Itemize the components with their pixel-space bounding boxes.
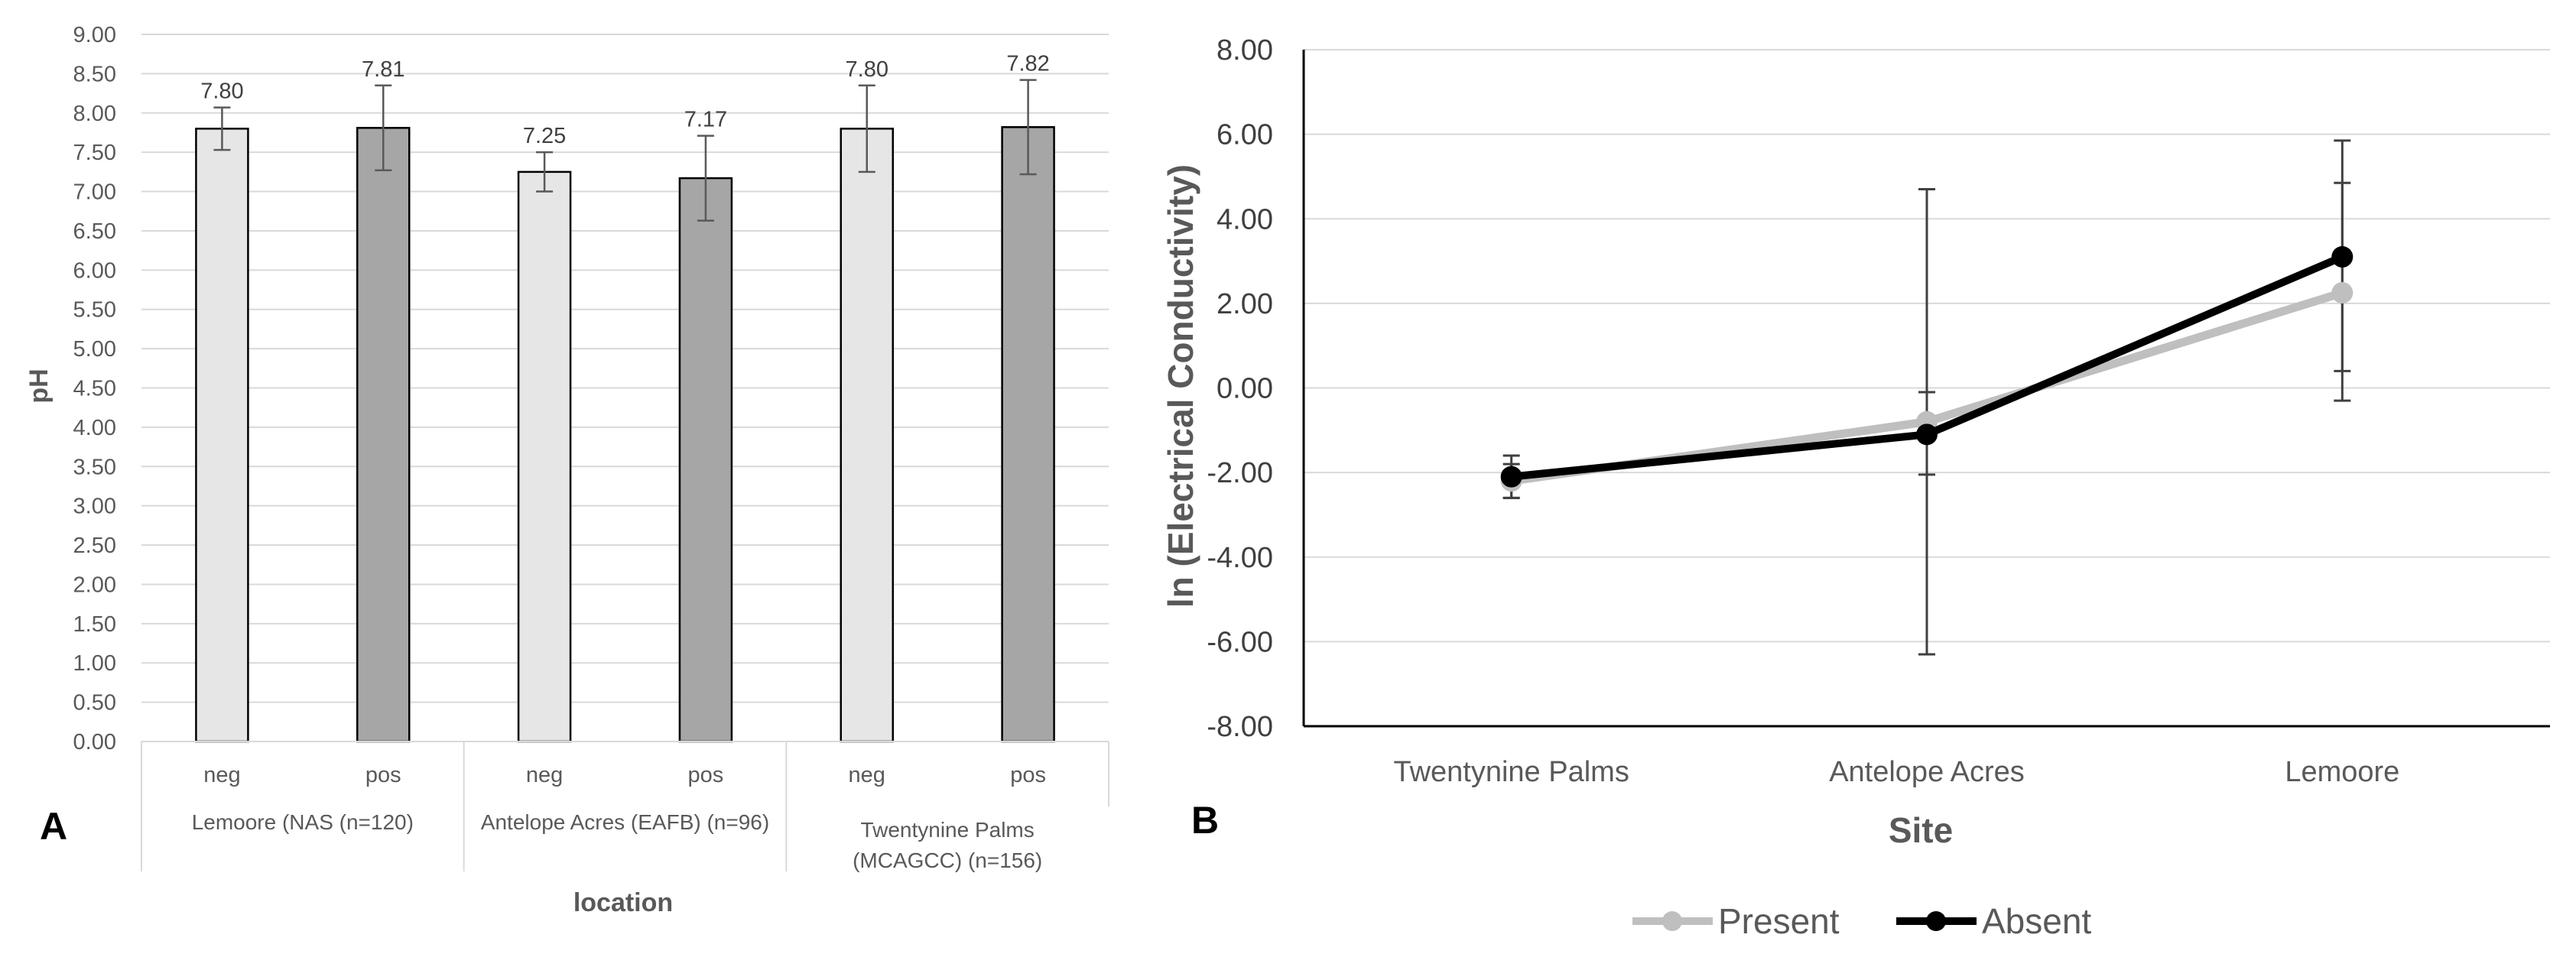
- x-category-label: pos: [688, 763, 724, 787]
- y-tick-label: 8.00: [73, 102, 116, 126]
- chart-b-y-tick-labels: -8.00 -6.00 -4.00 -2.00 0.00 2.00 4.00 6.00 8.00: [1207, 34, 1273, 743]
- y-tick-label: 0.00: [1217, 373, 1273, 405]
- legend-swatch-marker: [1926, 911, 1946, 931]
- y-tick-label: 4.00: [73, 416, 116, 440]
- y-tick-label: -8.00: [1207, 711, 1273, 743]
- legend-swatch-marker: [1662, 911, 1682, 931]
- panel-label-b: B: [1191, 799, 1219, 842]
- bar-pos: [1001, 126, 1055, 743]
- group-label: Antelope Acres (EAFB) (n=96): [481, 810, 769, 834]
- y-tick-label: 6.50: [73, 219, 116, 244]
- group-label: Lemoore (NAS (n=120): [192, 810, 414, 834]
- group-label: (MCAGCC) (n=156): [853, 849, 1042, 872]
- y-tick-label: 2.50: [73, 534, 116, 558]
- data-label: 7.80: [846, 57, 888, 82]
- x-category-label: pos: [365, 763, 401, 787]
- y-tick-label: 7.00: [73, 180, 116, 205]
- y-tick-label: 2.00: [73, 573, 116, 597]
- x-tick-label: Twentynine Palms: [1393, 756, 1629, 788]
- bar-neg: [195, 128, 249, 743]
- group-label: Twentynine Palms: [861, 818, 1035, 842]
- bar-pos: [678, 177, 733, 743]
- data-point-absent: [1500, 466, 1522, 488]
- y-tick-label: 9.00: [73, 23, 116, 47]
- y-tick-label: 8.50: [73, 62, 116, 86]
- chart-a-x-axis: neg pos neg pos neg pos Lemoore (NAS (n=120) An…: [141, 741, 1109, 872]
- data-label: 7.25: [523, 124, 566, 148]
- y-tick-label: 2.00: [1217, 288, 1273, 320]
- x-category-label: neg: [849, 763, 885, 787]
- y-tick-label: 3.50: [73, 455, 116, 479]
- chart-b-series: [1500, 246, 2353, 492]
- x-category-label: neg: [203, 763, 240, 787]
- bar-pos: [356, 127, 411, 743]
- chart-a-gridlines: [141, 34, 1109, 742]
- chart-a-data-labels: 7.80 7.81 7.25 7.17 7.80 7.82: [200, 52, 1050, 149]
- chart-a-bars: [195, 126, 1055, 743]
- y-tick-label: 3.00: [73, 495, 116, 519]
- y-tick-label: 6.00: [73, 258, 116, 283]
- y-tick-label: 4.00: [1217, 203, 1273, 235]
- data-point-absent: [1916, 423, 1938, 446]
- chart-b-y-axis-title: ln (Electrical Conductivity): [1161, 164, 1200, 608]
- data-label: 7.80: [200, 80, 243, 104]
- x-tick-label: Lemoore: [2285, 756, 2399, 788]
- chart-b-error-bars: [1502, 139, 2351, 656]
- data-point-present: [2331, 282, 2353, 304]
- y-tick-label: 7.50: [73, 141, 116, 165]
- y-tick-label: 8.00: [1217, 34, 1273, 67]
- chart-a-x-axis-title: location: [573, 888, 673, 917]
- data-label: 7.82: [1006, 52, 1049, 76]
- chart-b-legend: Present Absent: [1632, 901, 2091, 941]
- legend-label: Absent: [1982, 901, 2091, 941]
- data-label: 7.81: [362, 57, 404, 82]
- chart-a-y-axis-title: pH: [24, 368, 54, 403]
- panel-label-a: A: [40, 805, 67, 848]
- y-tick-label: 5.00: [73, 337, 116, 362]
- legend-label: Present: [1718, 901, 1840, 941]
- chart-a-ph-by-location: 0.00 0.50 1.00 1.50 2.00 2.50 3.00 3.50 4.00 4.50…: [24, 23, 1109, 917]
- y-tick-label: 0.50: [73, 691, 116, 716]
- y-tick-label: 6.00: [1217, 119, 1273, 151]
- y-tick-label: 4.50: [73, 377, 116, 401]
- x-category-label: pos: [1010, 763, 1046, 787]
- y-tick-label: -6.00: [1207, 626, 1273, 658]
- data-point-absent: [2331, 246, 2353, 268]
- data-label: 7.17: [684, 108, 727, 132]
- x-category-label: neg: [526, 763, 563, 787]
- y-tick-label: -4.00: [1207, 542, 1273, 574]
- y-tick-label: -2.00: [1207, 457, 1273, 489]
- bar-neg: [517, 170, 572, 743]
- y-tick-label: 1.00: [73, 651, 116, 676]
- bar-neg: [840, 128, 894, 743]
- x-tick-label: Antelope Acres: [1829, 756, 2025, 788]
- chart-a-y-tick-labels: 0.00 0.50 1.00 1.50 2.00 2.50 3.00 3.50 4.00 4.50…: [73, 23, 116, 754]
- chart-b-x-tick-labels: Twentynine Palms Antelope Acres Lemoore: [1393, 756, 2399, 788]
- y-tick-label: 1.50: [73, 612, 116, 637]
- chart-a-error-bars: [213, 79, 1037, 222]
- chart-b-conductivity-by-site: -8.00 -6.00 -4.00 -2.00 0.00 2.00 4.00 6.00 8.00…: [1161, 34, 2550, 941]
- chart-b-x-axis-title: Site: [1889, 810, 1953, 850]
- y-tick-label: 5.50: [73, 298, 116, 323]
- y-tick-label: 0.00: [73, 730, 116, 754]
